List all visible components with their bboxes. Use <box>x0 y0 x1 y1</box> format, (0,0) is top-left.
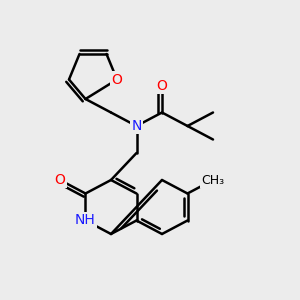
Text: O: O <box>157 79 167 92</box>
Text: O: O <box>55 173 65 187</box>
Text: O: O <box>112 73 122 86</box>
Text: CH₃: CH₃ <box>201 173 225 187</box>
Text: NH: NH <box>75 214 96 227</box>
Text: N: N <box>131 119 142 133</box>
